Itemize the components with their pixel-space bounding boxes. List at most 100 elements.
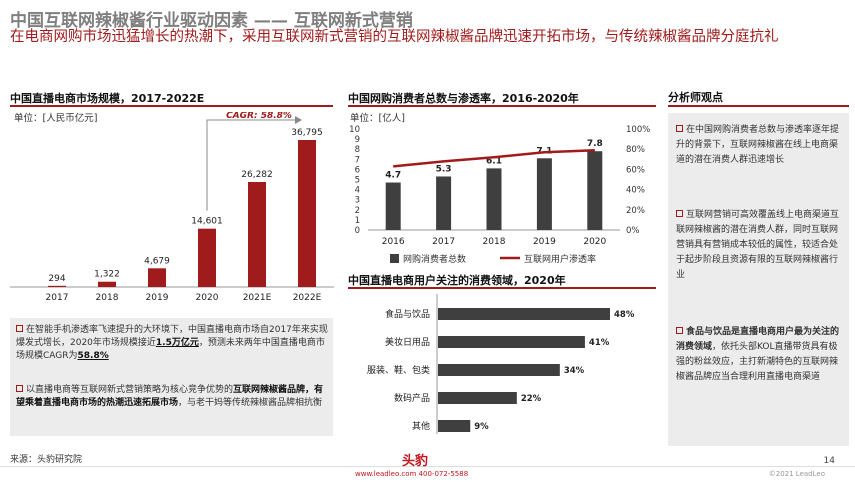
online-chart: 0123456789100%20%40%60%80%100%4.720165.3… (349, 125, 650, 265)
focus-value-label: 48% (614, 310, 635, 320)
legend-bar-swatch (390, 254, 399, 263)
online-y-tick: 2 (355, 206, 360, 216)
source-note: 来源：头豹研究院 (10, 455, 83, 465)
online-y-tick: 10 (349, 125, 360, 135)
live-value-label: 36,795 (291, 128, 323, 138)
focus-bar (438, 420, 471, 432)
analyst-rule (668, 105, 849, 107)
online-value-label: 4.7 (385, 171, 401, 181)
live-chart-rule (10, 105, 333, 107)
online-y-tick: 9 (355, 135, 360, 145)
focus-bar (438, 336, 585, 348)
online-chart-title: 中国网购消费者总数与渗透率，2016-2020年 (348, 92, 579, 105)
live-category-label: 2017 (46, 293, 69, 303)
focus-category-label: 食品与饮品 (385, 308, 430, 320)
live-value-label: 26,282 (241, 170, 273, 180)
live-chart: 294 2017 1,322 2018 4,679 2019 14,601 2020 26,28… (10, 112, 334, 303)
online-value-label: 6.1 (486, 156, 502, 166)
footer-divider (0, 466, 855, 467)
live-category-label: 2020 (196, 293, 219, 303)
online-y-tick: 7 (355, 155, 360, 165)
online-y-tick: 0 (355, 226, 360, 236)
online-y-tick: 5 (355, 176, 360, 186)
live-value-label: 294 (48, 274, 65, 284)
focus-chart-title: 中国直播电商用户关注的消费领域，2020年 (348, 274, 566, 287)
focus-bar (438, 308, 610, 320)
live-value-label: 4,679 (144, 256, 170, 266)
bullet-square-icon (676, 210, 683, 217)
focus-bar (438, 364, 560, 376)
copyright: ©2021 LeadLeo (768, 470, 825, 478)
bullet-square-icon (676, 125, 683, 132)
live-category-label: 2018 (96, 293, 119, 303)
note-2: 以直播电商等互联网新式营销策略为核心竞争优势的互联网辣椒酱品牌，有望乘着直播电商… (16, 385, 324, 408)
page-subtitle: 在电商网购市场迅猛增长的热潮下，采用互联网新式营销的互联网辣椒酱品牌迅速开拓市场… (10, 29, 779, 45)
live-bar (98, 281, 116, 287)
online-y2-tick: 60% (626, 165, 645, 175)
cagr-arrowhead-icon (295, 116, 302, 124)
online-category-label: 2018 (483, 237, 506, 247)
online-y2-tick: 20% (626, 206, 645, 216)
focus-value-label: 22% (521, 394, 542, 404)
live-category-label: 2022E (293, 293, 322, 303)
online-y2-tick: 80% (626, 145, 645, 155)
focus-bar (438, 392, 517, 404)
focus-value-label: 9% (474, 422, 489, 432)
online-y-tick: 8 (355, 145, 360, 155)
online-chart-unit: 单位：[亿人] (350, 113, 405, 124)
live-category-label: 2021E (243, 293, 272, 303)
focus-category-label: 数码产品 (394, 392, 430, 404)
online-value-label: 5.3 (436, 164, 452, 174)
cagr-label: CAGR: 58.8% (226, 112, 292, 121)
bullet-square-icon (16, 325, 23, 332)
live-value-label: 14,601 (191, 217, 223, 227)
online-bar (385, 182, 401, 230)
live-category-label: 2019 (146, 293, 169, 303)
live-bar (298, 140, 316, 287)
notes-box (10, 318, 333, 436)
live-chart-title: 中国直播电商市场规模，2017-2022E (10, 92, 205, 105)
focus-category-label: 美妆日用品 (385, 336, 430, 348)
analyst-point-2: 互联网营销可高效覆盖线上电商渠道互联网辣椒酱的潜在消费人群，同时互联网营销具有营… (676, 210, 840, 280)
focus-chart: 食品与饮品 48% 美妆日用品 41% 服装、鞋、包类 34% 数码产品 22% 其他 9% (367, 294, 635, 434)
brand-contact: www.leadleo.com 400-072-5588 (355, 470, 469, 478)
analyst-point-1: 在中国网购消费者总数与渗透率逐年提升的背景下，互联网辣椒酱在线上电商渠道的潜在消… (676, 125, 840, 165)
focus-category-label: 服装、鞋、包类 (367, 364, 430, 376)
online-bar (486, 168, 502, 230)
online-y2-tick: 40% (626, 186, 645, 196)
cagr-arrow (206, 119, 295, 211)
online-y-tick: 6 (355, 165, 360, 175)
live-bar (198, 228, 216, 287)
live-bar (148, 268, 166, 287)
online-bar (587, 151, 603, 230)
live-value-label: 1,322 (94, 270, 120, 280)
online-value-label: 7.8 (587, 139, 603, 149)
focus-value-label: 41% (589, 338, 610, 348)
online-y2-tick: 0% (626, 226, 640, 236)
live-chart-unit: 单位：[人民币亿元] (14, 113, 98, 124)
online-bar (436, 176, 452, 230)
page-number: 14 (823, 456, 835, 466)
focus-category-label: 其他 (412, 420, 430, 432)
legend-line-label: 互联网用户渗透率 (524, 253, 596, 265)
focus-value-label: 34% (564, 366, 585, 376)
online-chart-rule (348, 105, 656, 107)
analyst-heading: 分析师观点 (668, 91, 723, 104)
bullet-square-icon (16, 385, 23, 392)
online-bar (536, 158, 552, 230)
online-category-label: 2017 (432, 237, 455, 247)
online-y-tick: 1 (355, 216, 360, 226)
online-category-label: 2016 (382, 237, 405, 247)
note-1: 在智能手机渗透率飞速提升的大环境下，中国直播电商市场自2017年来实现爆发式增长… (16, 325, 328, 361)
analyst-box: 在中国网购消费者总数与渗透率逐年提升的背景下，互联网辣椒酱在线上电商渠道的潜在消… (668, 113, 849, 446)
online-y-tick: 3 (355, 196, 360, 206)
live-bar (248, 182, 266, 287)
brand-logo: 头豹 (401, 454, 428, 469)
analyst-point-3: 食品与饮品是直播电商用户最为关注的消费领域，依托头部KOL直播带货具有极强的粉丝… (676, 327, 840, 382)
bullet-square-icon (676, 327, 683, 334)
page-title: 中国互联网辣椒酱行业驱动因素 —— 互联网新式营销 (10, 11, 413, 31)
focus-chart-rule (348, 287, 656, 289)
legend-bar-label: 网购消费者总数 (403, 253, 466, 265)
online-category-label: 2020 (583, 237, 606, 247)
live-bar (48, 285, 66, 287)
